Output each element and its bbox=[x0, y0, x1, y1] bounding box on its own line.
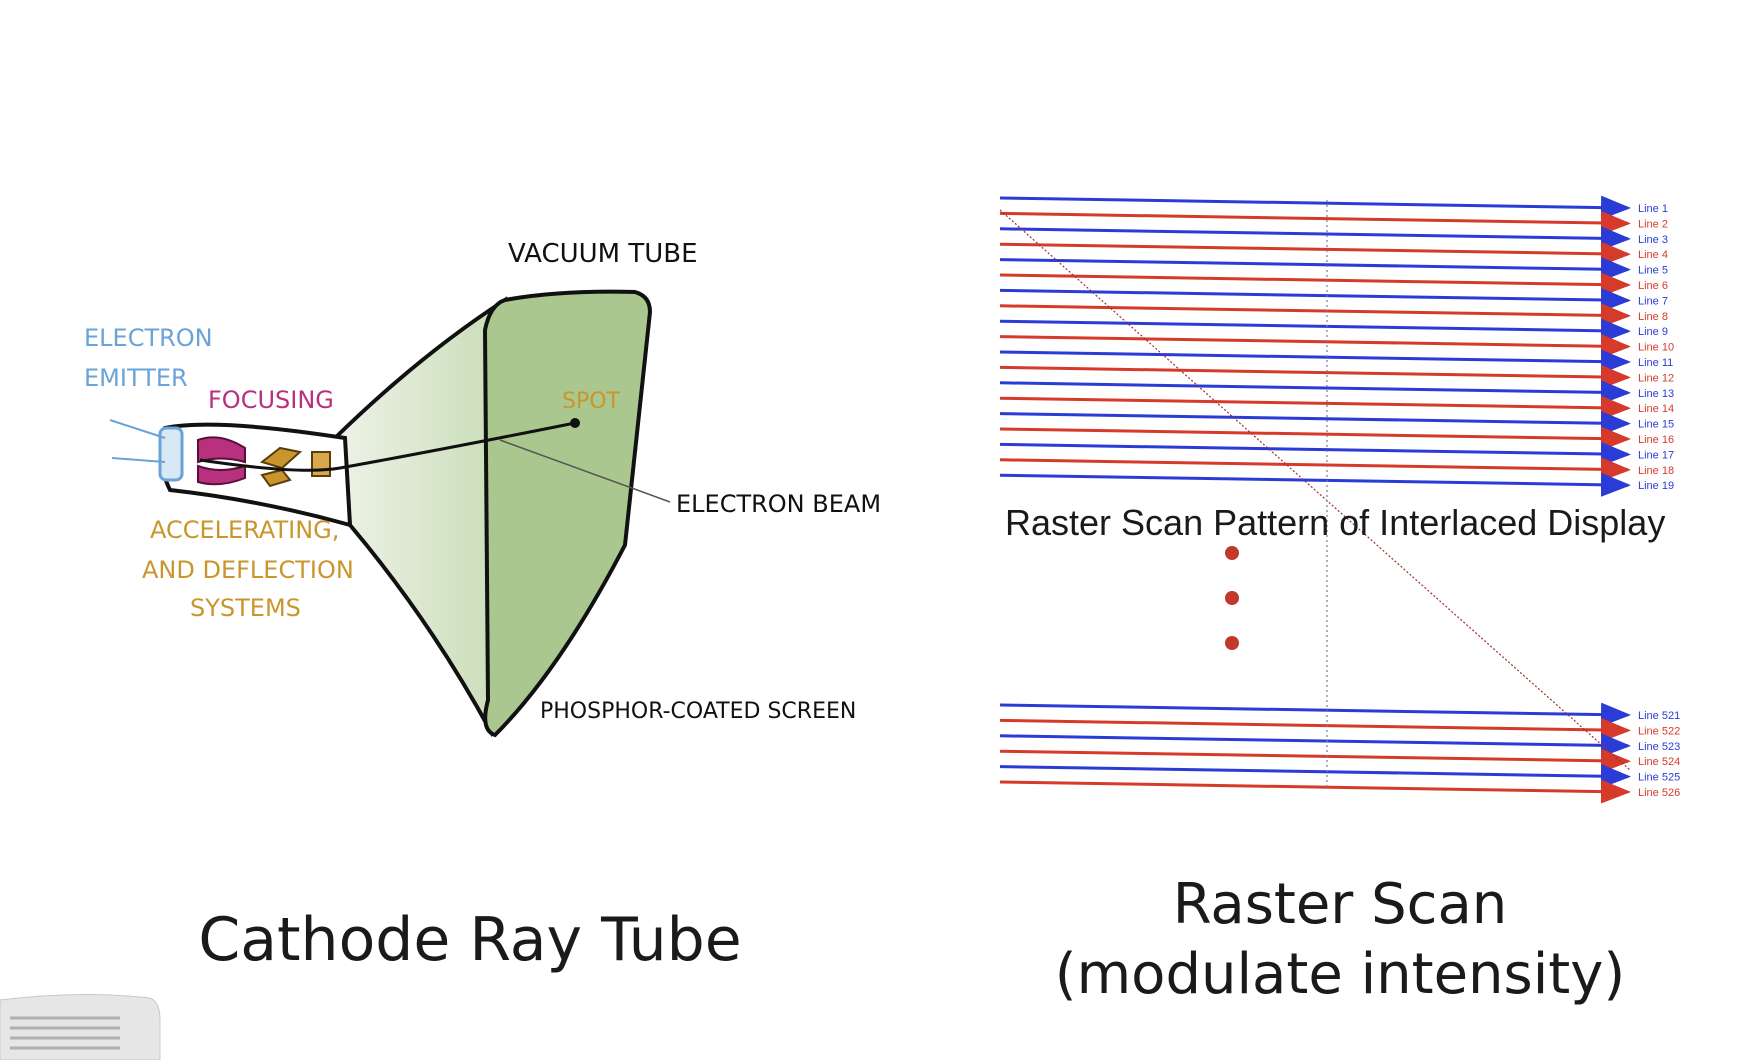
scan-line bbox=[999, 733, 1631, 758]
scan-line bbox=[999, 395, 1631, 420]
scan-line bbox=[999, 210, 1631, 235]
scan-line bbox=[999, 441, 1631, 466]
scan-line-label: Line 5 bbox=[1638, 265, 1668, 277]
scan-line bbox=[999, 472, 1631, 497]
scan-line-label: Line 12 bbox=[1638, 372, 1674, 384]
corner-device-image bbox=[0, 993, 161, 1060]
scan-line-label: Line 9 bbox=[1638, 326, 1668, 338]
scan-line bbox=[999, 318, 1631, 343]
electron-beam bbox=[199, 421, 576, 472]
vacuum-tube-body bbox=[332, 296, 508, 738]
scan-line-label: Line 18 bbox=[1638, 465, 1674, 477]
scan-line bbox=[999, 349, 1631, 374]
ellipsis-dot bbox=[1225, 591, 1239, 605]
scan-line-label: Line 521 bbox=[1638, 710, 1680, 722]
scan-line bbox=[999, 334, 1631, 359]
crt-diagram: VACUUM TUBE ELECTRON EMITTER FOCUSING SP… bbox=[84, 239, 881, 738]
scan-line-label: Line 16 bbox=[1638, 434, 1674, 446]
scan-line-label: Line 2 bbox=[1638, 218, 1668, 230]
electron-emitter-label: ELECTRON bbox=[84, 324, 213, 352]
scan-line-label: Line 1 bbox=[1638, 203, 1668, 215]
scan-line bbox=[999, 364, 1631, 389]
scan-line bbox=[999, 272, 1631, 297]
scan-line-label: Line 13 bbox=[1638, 388, 1674, 400]
scan-line-label: Line 15 bbox=[1638, 419, 1674, 431]
accelerating-label: SYSTEMS bbox=[190, 594, 301, 622]
scan-line bbox=[999, 241, 1631, 266]
phosphor-screen-label: PHOSPHOR-COATED SCREEN bbox=[540, 699, 856, 724]
raster-bottom-lines: Line 521 Line 522 Line 523 Line 524 Line 525… bbox=[999, 702, 1680, 804]
focusing-label: FOCUSING bbox=[208, 386, 334, 414]
scan-line-label: Line 525 bbox=[1638, 772, 1680, 784]
spot-label: SPOT bbox=[562, 389, 621, 414]
raster-caption: Raster Scan (modulate intensity) bbox=[960, 870, 1720, 1010]
emitter-wire bbox=[111, 457, 166, 463]
scan-line-label: Line 17 bbox=[1638, 449, 1674, 461]
scan-line bbox=[999, 748, 1631, 773]
scan-line bbox=[999, 411, 1631, 436]
scan-line bbox=[999, 287, 1631, 312]
scan-line-label: Line 10 bbox=[1638, 342, 1674, 354]
raster-top-lines: Line 1 Line 2 Line 3 Line 4 Line 5 Line 6 Line… bbox=[999, 195, 1674, 497]
scan-line-label: Line 526 bbox=[1638, 787, 1680, 799]
vacuum-tube-label: VACUUM TUBE bbox=[508, 239, 698, 269]
scan-line bbox=[999, 717, 1631, 742]
scan-line bbox=[999, 779, 1631, 804]
accelerating-label: ACCELERATING, bbox=[150, 516, 339, 544]
raster-title: Raster Scan Pattern of Interlaced Displa… bbox=[1005, 502, 1665, 543]
scan-line bbox=[999, 457, 1631, 482]
retrace-diagonal bbox=[999, 209, 1631, 771]
spot-dot bbox=[570, 418, 580, 428]
scan-line bbox=[999, 764, 1631, 789]
electron-beam-label: ELECTRON BEAM bbox=[676, 490, 881, 518]
scan-line-label: Line 522 bbox=[1638, 725, 1680, 737]
scan-line-label: Line 4 bbox=[1638, 249, 1668, 261]
scan-line bbox=[999, 195, 1631, 220]
raster-caption-line1: Raster Scan bbox=[1172, 872, 1508, 937]
phosphor-screen bbox=[482, 289, 653, 738]
emitter-wire bbox=[109, 419, 166, 439]
scan-line-label: Line 523 bbox=[1638, 741, 1680, 753]
scan-line-label: Line 3 bbox=[1638, 234, 1668, 246]
scan-line-label: Line 19 bbox=[1638, 480, 1674, 492]
scan-line bbox=[999, 426, 1631, 451]
scan-line-label: Line 11 bbox=[1638, 357, 1673, 369]
accelerating-label: AND DEFLECTION bbox=[142, 556, 354, 584]
crt-caption: Cathode Ray Tube bbox=[198, 905, 742, 975]
ellipsis-dot bbox=[1225, 636, 1239, 650]
scan-line bbox=[999, 380, 1631, 405]
electron-beam-leader bbox=[499, 439, 671, 503]
raster-caption-line2: (modulate intensity) bbox=[1054, 942, 1626, 1007]
raster-diagram: Line 1 Line 2 Line 3 Line 4 Line 5 Line 6 Line… bbox=[999, 195, 1680, 804]
scan-line-label: Line 14 bbox=[1638, 403, 1674, 415]
scan-line bbox=[999, 303, 1631, 328]
scan-line bbox=[999, 226, 1631, 251]
scan-line-label: Line 7 bbox=[1638, 295, 1668, 307]
ellipsis-dot bbox=[1225, 546, 1239, 560]
electron-emitter bbox=[158, 426, 184, 482]
scan-line bbox=[999, 702, 1631, 727]
scan-line-label: Line 6 bbox=[1638, 280, 1668, 292]
scan-line-label: Line 8 bbox=[1638, 311, 1668, 323]
scan-line-label: Line 524 bbox=[1638, 756, 1680, 768]
electron-emitter-label: EMITTER bbox=[84, 364, 188, 392]
scan-line bbox=[999, 257, 1631, 282]
